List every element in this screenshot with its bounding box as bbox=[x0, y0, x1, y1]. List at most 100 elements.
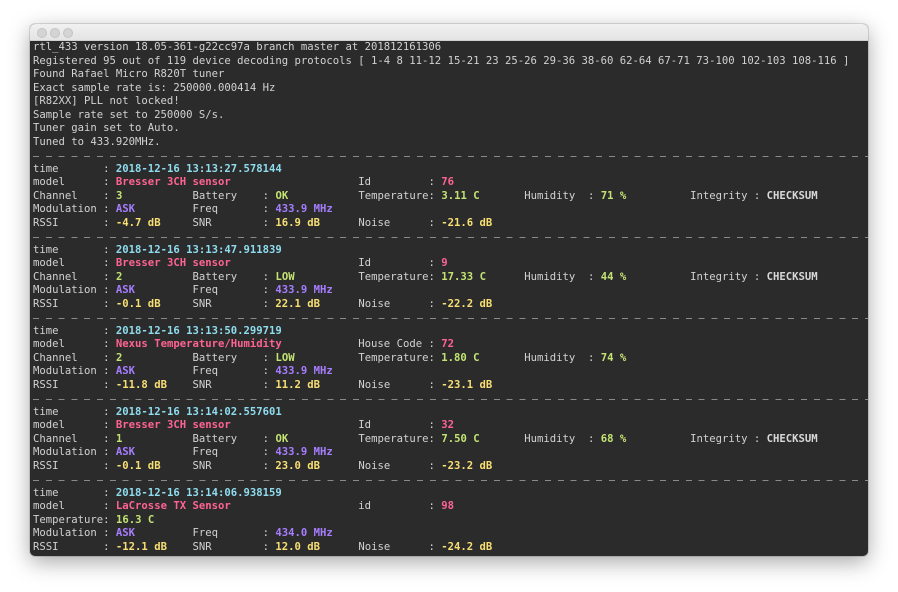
field-label: Noise bbox=[358, 297, 391, 310]
header-line: Sample rate set to 250000 S/s. bbox=[33, 108, 225, 121]
field-label: House Code bbox=[358, 338, 423, 350]
field-label: Temperature bbox=[33, 513, 104, 526]
field-label: Integrity bbox=[690, 189, 748, 202]
terminal-output[interactable]: rtl_433 version 18.05-361-g22cc97a branc… bbox=[33, 41, 868, 556]
field-value: 44 % bbox=[600, 270, 627, 283]
header-line: Tuner gain set to Auto. bbox=[33, 122, 180, 134]
event-row: Modulation : ASK Freq : 433.9 MHz bbox=[33, 365, 333, 377]
field-value: 1 bbox=[115, 432, 123, 445]
field-label: Integrity bbox=[690, 432, 748, 445]
header-line: Tuned to 433.920MHz. bbox=[33, 135, 161, 148]
header-line: Found Rafael Micro R820T tuner bbox=[33, 68, 225, 80]
field-label: Temperature bbox=[358, 270, 429, 283]
field-value: 2 bbox=[115, 351, 123, 364]
field-label: RSSI bbox=[33, 216, 59, 229]
field-value: 9 bbox=[441, 257, 448, 269]
field-label: Channel bbox=[33, 270, 78, 283]
field-label: Channel bbox=[33, 189, 78, 202]
field-value: 16.9 dB bbox=[275, 216, 321, 229]
field-label: Freq bbox=[192, 527, 218, 539]
field-value: -24.2 dB bbox=[441, 540, 493, 553]
field-label: Freq bbox=[192, 203, 218, 215]
event-row: Modulation : ASK Freq : 433.9 MHz bbox=[33, 446, 333, 458]
field-value: 433.9 MHz bbox=[275, 365, 333, 377]
field-label: time bbox=[33, 162, 59, 175]
field-label: Battery bbox=[192, 270, 238, 283]
field-label: Channel bbox=[33, 432, 78, 445]
field-value: LOW bbox=[275, 351, 295, 364]
field-value: 76 bbox=[441, 176, 454, 188]
field-label: SNR bbox=[192, 459, 212, 472]
field-label: Noise bbox=[358, 459, 391, 472]
field-value: 11.2 dB bbox=[275, 378, 321, 391]
event-row: RSSI : -12.1 dB SNR : 12.0 dB Noise : -2… bbox=[33, 540, 493, 553]
field-value: 433.9 MHz bbox=[275, 284, 333, 296]
field-label: SNR bbox=[192, 297, 212, 310]
field-value: ASK bbox=[115, 365, 136, 377]
field-value: 1.80 C bbox=[441, 351, 480, 364]
field-label: SNR bbox=[192, 216, 212, 229]
field-value: 2018-12-16 13:13:27.578144 bbox=[115, 162, 282, 175]
field-label: Temperature bbox=[358, 189, 429, 202]
field-value: ASK bbox=[115, 446, 136, 458]
field-value: 434.0 MHz bbox=[275, 527, 333, 539]
field-label: Modulation bbox=[33, 203, 97, 215]
field-label: Id bbox=[358, 176, 372, 188]
field-label: Integrity bbox=[690, 270, 748, 283]
field-label: model bbox=[33, 257, 65, 269]
zoom-window-button[interactable] bbox=[63, 28, 73, 38]
terminal-window: rtl_433 version 18.05-361-g22cc97a branc… bbox=[30, 24, 868, 556]
field-value: LOW bbox=[275, 270, 295, 283]
field-label: time bbox=[33, 405, 59, 418]
field-label: time bbox=[33, 324, 59, 337]
separator-line bbox=[33, 149, 868, 163]
field-label: Freq bbox=[192, 446, 218, 458]
field-value: 3 bbox=[115, 189, 123, 202]
separator-line bbox=[33, 311, 868, 325]
field-value: Bresser 3CH sensor bbox=[115, 419, 231, 431]
event-row: time : 2018-12-16 13:13:47.911839 bbox=[33, 243, 282, 256]
event-row: model : Nexus Temperature/Humidity House… bbox=[33, 338, 454, 350]
field-value: 3.11 C bbox=[441, 189, 480, 202]
field-value: 22.1 dB bbox=[275, 297, 321, 310]
field-value: -0.1 dB bbox=[115, 459, 161, 472]
field-label: Battery bbox=[192, 189, 238, 202]
field-label: Noise bbox=[358, 216, 391, 229]
field-value: ASK bbox=[115, 284, 136, 296]
field-value: 2018-12-16 13:14:02.557601 bbox=[115, 405, 282, 418]
field-value: 71 % bbox=[600, 189, 627, 202]
event-row: time : 2018-12-16 13:13:27.578144 bbox=[33, 162, 282, 175]
field-value: 32 bbox=[441, 419, 454, 431]
field-value: 2018-12-16 13:13:50.299719 bbox=[115, 324, 282, 337]
field-label: id bbox=[358, 500, 372, 512]
field-value: 17.33 C bbox=[441, 270, 486, 283]
field-label: Temperature bbox=[358, 432, 429, 445]
field-label: time bbox=[33, 243, 59, 256]
event-row: Channel : 1 Battery : OK Temperature: 7.… bbox=[33, 432, 818, 445]
event-row: Temperature: 16.3 C bbox=[33, 513, 155, 526]
event-row: time : 2018-12-16 13:13:50.299719 bbox=[33, 324, 282, 337]
header-line: Registered 95 out of 119 device decoding… bbox=[33, 54, 850, 67]
field-value: 68 % bbox=[600, 432, 627, 445]
minimize-window-button[interactable] bbox=[50, 28, 60, 38]
event-row: Channel : 2 Battery : LOW Temperature: 1… bbox=[33, 351, 627, 364]
field-value: CHECKSUM bbox=[766, 432, 818, 445]
field-label: RSSI bbox=[33, 297, 59, 310]
separator-line bbox=[33, 230, 868, 244]
field-label: Channel bbox=[33, 351, 78, 364]
separator-line bbox=[33, 392, 868, 406]
event-row: time : 2018-12-16 13:14:06.938159 bbox=[33, 486, 282, 499]
close-window-button[interactable] bbox=[37, 28, 47, 38]
field-label: Modulation bbox=[33, 527, 97, 539]
field-label: model bbox=[33, 419, 65, 431]
event-row: time : 2018-12-16 13:14:02.557601 bbox=[33, 405, 282, 418]
event-row: RSSI : -11.8 dB SNR : 11.2 dB Noise : -2… bbox=[33, 378, 493, 391]
event-row: RSSI : -4.7 dB SNR : 16.9 dB Noise : -21… bbox=[33, 216, 493, 229]
event-row: model : LaCrosse TX Sensor id : 98 bbox=[33, 500, 454, 512]
field-value: 433.9 MHz bbox=[275, 446, 333, 458]
field-value: Bresser 3CH sensor bbox=[115, 257, 231, 269]
field-value: OK bbox=[275, 432, 289, 445]
field-label: Battery bbox=[192, 432, 238, 445]
title-bar bbox=[30, 24, 868, 41]
field-label: SNR bbox=[192, 540, 212, 553]
